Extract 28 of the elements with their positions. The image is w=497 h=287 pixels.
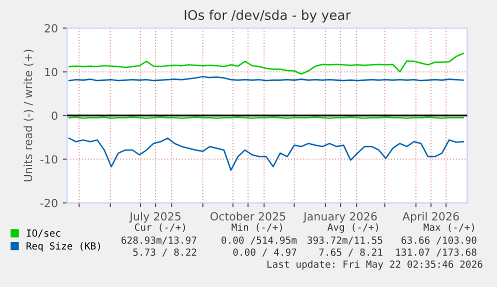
text: Max (-/+) <box>424 223 474 232</box>
y-tick-label: -20 <box>40 198 58 208</box>
text: 7.65 / 8.21 <box>319 248 382 257</box>
y-tick-label: 20 <box>44 24 58 33</box>
x-tick-label: April 2026 <box>402 212 459 223</box>
chart-title: IOs for /dev/sda - by year <box>184 10 351 23</box>
text: Cur (-/+) <box>134 223 185 232</box>
x-tick-label: October 2025 <box>210 212 286 221</box>
text: Avg (-/+) <box>328 223 378 233</box>
y-tick-label: 0 <box>52 111 58 120</box>
text: 628.93m/13.97 <box>122 236 196 245</box>
y-tick-label: -10 <box>40 155 58 164</box>
x-tick-label: July 2025 <box>129 212 180 223</box>
line-series <box>68 138 464 171</box>
text: Min (-/+) <box>232 223 282 232</box>
line-series <box>68 52 464 75</box>
legend-label: Req Size (KB) <box>26 242 100 252</box>
text: 5.73 / 8.22 <box>133 248 196 257</box>
x-tick-label: January 2026 <box>302 212 377 223</box>
text: Last update: Fri May 22 02:35:46 2026 <box>267 260 482 270</box>
text: 393.72m/11.55 <box>308 236 382 245</box>
text: 0.00 / 4.97 <box>233 248 296 257</box>
y-tick-label: 10 <box>45 68 58 76</box>
y-axis-title: Units read (-) / write (+) <box>24 50 34 182</box>
legend-label: IO/sec <box>26 229 60 238</box>
text: 131.07 /173.68 <box>396 248 476 257</box>
text: 63.66 /103.90 <box>402 236 476 245</box>
text: 0.00 /514.95m <box>222 236 297 245</box>
